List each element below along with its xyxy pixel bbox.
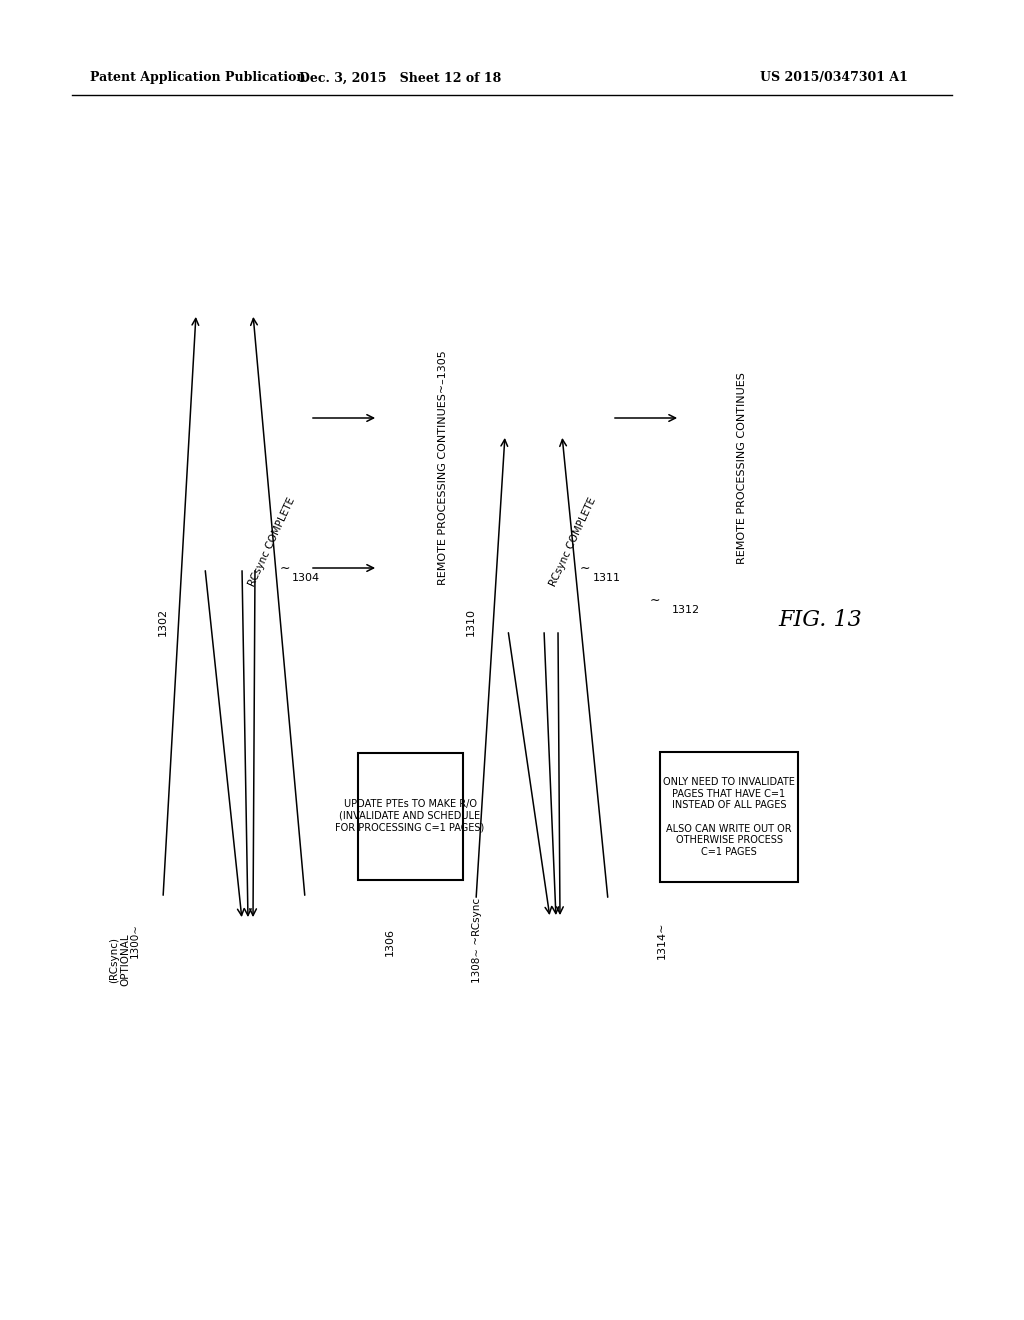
Text: 1304: 1304 (292, 573, 321, 583)
Text: (RCsync)
OPTIONAL: (RCsync) OPTIONAL (110, 933, 131, 986)
Text: 1306: 1306 (385, 928, 395, 956)
Text: 1311: 1311 (593, 573, 621, 583)
FancyBboxPatch shape (358, 752, 463, 880)
Text: 1312: 1312 (672, 605, 700, 615)
FancyBboxPatch shape (660, 752, 798, 882)
Text: ONLY NEED TO INVALIDATE
PAGES THAT HAVE C=1
INSTEAD OF ALL PAGES

ALSO CAN WRITE: ONLY NEED TO INVALIDATE PAGES THAT HAVE … (664, 777, 795, 857)
Text: REMOTE PROCESSING CONTINUES~–1305: REMOTE PROCESSING CONTINUES~–1305 (438, 351, 449, 585)
Text: RCsync COMPLETE: RCsync COMPLETE (247, 496, 297, 587)
Text: 1308∼ ~RCsync: 1308∼ ~RCsync (472, 898, 482, 982)
Text: US 2015/0347301 A1: US 2015/0347301 A1 (760, 71, 908, 84)
Text: UPDATE PTEs TO MAKE R/O
(INVALIDATE AND SCHEDULE
FOR PROCESSING C=1 PAGES): UPDATE PTEs TO MAKE R/O (INVALIDATE AND … (336, 800, 484, 833)
Text: 1314∼: 1314∼ (657, 921, 667, 958)
Text: 1302: 1302 (158, 609, 168, 636)
Text: Patent Application Publication: Patent Application Publication (90, 71, 305, 84)
Text: 1310: 1310 (466, 609, 476, 636)
Text: RCsync COMPLETE: RCsync COMPLETE (548, 496, 598, 587)
Text: ∼: ∼ (580, 561, 591, 574)
Text: ∼: ∼ (649, 594, 660, 606)
Text: REMOTE PROCESSING CONTINUES: REMOTE PROCESSING CONTINUES (737, 372, 746, 564)
Text: Dec. 3, 2015   Sheet 12 of 18: Dec. 3, 2015 Sheet 12 of 18 (299, 71, 501, 84)
Text: FIG. 13: FIG. 13 (778, 609, 862, 631)
Text: ∼: ∼ (280, 561, 291, 574)
Text: 1300∼: 1300∼ (130, 923, 140, 957)
